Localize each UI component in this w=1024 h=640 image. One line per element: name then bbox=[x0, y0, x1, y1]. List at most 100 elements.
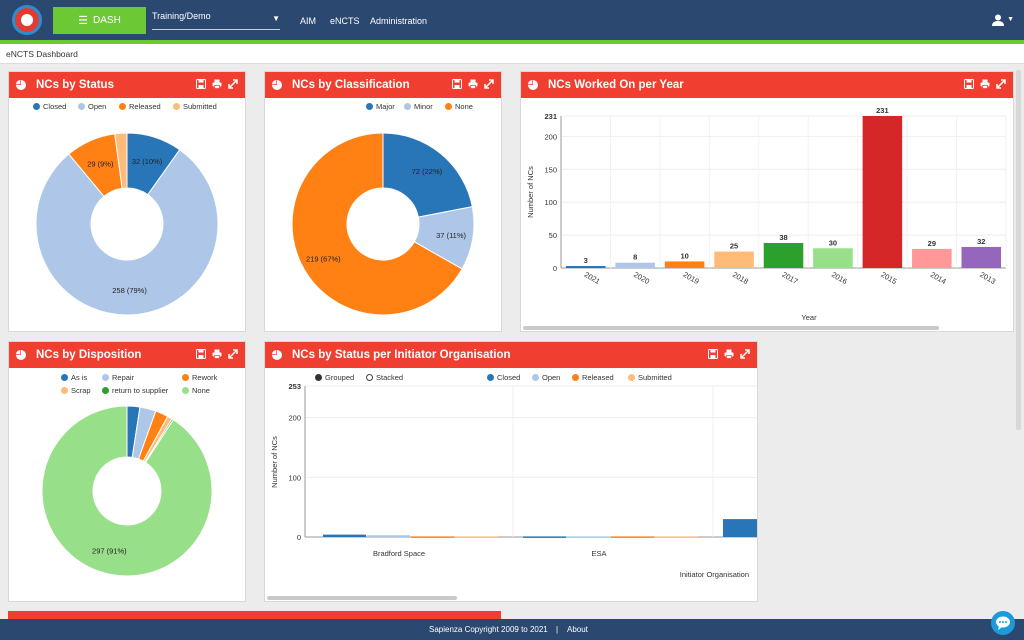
horizontal-scrollbar[interactable] bbox=[523, 326, 939, 330]
legend-item[interactable]: Closed bbox=[487, 373, 520, 382]
x-tick-label: 2020 bbox=[632, 270, 651, 286]
legend-label: Repair bbox=[112, 373, 135, 382]
y-tick-label: 200 bbox=[544, 132, 557, 141]
horizontal-scrollbar[interactable] bbox=[267, 596, 457, 600]
panel-title: NCs by Status bbox=[36, 79, 114, 91]
print-icon[interactable] bbox=[212, 349, 222, 359]
save-icon[interactable] bbox=[964, 79, 974, 89]
legend-swatch-icon bbox=[366, 103, 373, 110]
legend-item[interactable]: As is bbox=[61, 373, 87, 382]
x-tick-label: 2014 bbox=[929, 270, 948, 286]
legend-item[interactable]: Rework bbox=[182, 373, 217, 382]
expand-icon[interactable] bbox=[228, 79, 238, 89]
pie-chart-icon bbox=[528, 80, 538, 90]
save-icon[interactable] bbox=[452, 79, 462, 89]
legend-label: Open bbox=[88, 102, 107, 111]
y-tick-label: 0 bbox=[553, 264, 557, 273]
accent-stripe bbox=[0, 40, 1024, 44]
legend-item[interactable]: Open bbox=[532, 373, 560, 382]
classification-donut-chart: 72 (22%) 37 (11%) 219 (67%) bbox=[291, 132, 475, 316]
panel-title: NCs Worked On per Year bbox=[548, 79, 684, 91]
legend-label: Released bbox=[582, 373, 614, 382]
x-axis-title: Initiator Organisation bbox=[680, 570, 749, 579]
mode-grouped-radio[interactable]: Grouped bbox=[315, 373, 354, 382]
disposition-donut-chart: 297 (91%) bbox=[41, 405, 213, 577]
panel-nc-disposition: NCs by Disposition As is Repair Rework S… bbox=[8, 341, 246, 602]
donut-slice bbox=[291, 132, 463, 316]
legend-item[interactable]: Repair bbox=[102, 373, 134, 382]
bar bbox=[323, 534, 366, 537]
legend-item[interactable]: Open bbox=[78, 102, 106, 111]
workspace-select-value: Training/Demo bbox=[152, 11, 211, 21]
expand-icon[interactable] bbox=[996, 79, 1006, 89]
status-donut-chart: 32 (10%) 258 (79%) 29 (9%) bbox=[35, 132, 219, 316]
breadcrumb-bar: eNCTS Dashboard bbox=[0, 44, 1024, 64]
panel-nc-classification: NCs by Classification Major Minor None 7… bbox=[264, 71, 502, 332]
x-tick-label: 2019 bbox=[682, 270, 701, 286]
legend-item[interactable]: Released bbox=[572, 373, 614, 382]
legend-item[interactable]: Released bbox=[119, 102, 161, 111]
vertical-scrollbar[interactable] bbox=[1016, 70, 1021, 430]
expand-icon[interactable] bbox=[484, 79, 494, 89]
print-icon[interactable] bbox=[724, 349, 734, 359]
save-icon[interactable] bbox=[196, 349, 206, 359]
bar-value-label: 38 bbox=[779, 233, 787, 242]
print-icon[interactable] bbox=[468, 79, 478, 89]
expand-icon[interactable] bbox=[740, 349, 750, 359]
bar bbox=[611, 536, 654, 538]
legend-item[interactable]: Submitted bbox=[173, 102, 217, 111]
legend-item[interactable]: Submitted bbox=[628, 373, 672, 382]
legend-swatch-icon bbox=[173, 103, 180, 110]
legend-item[interactable]: Closed bbox=[33, 102, 66, 111]
slice-label: 297 (91%) bbox=[92, 546, 127, 555]
dash-button[interactable]: ☰ DASH bbox=[53, 7, 146, 34]
nav-administration[interactable]: Administration bbox=[370, 16, 428, 26]
bar bbox=[523, 536, 566, 538]
y-tick-label: 50 bbox=[549, 231, 557, 240]
bar bbox=[723, 519, 757, 537]
save-icon[interactable] bbox=[708, 349, 718, 359]
user-icon[interactable] bbox=[992, 14, 1004, 26]
panel-header: NCs by Disposition bbox=[9, 342, 245, 368]
bar-value-label: 8 bbox=[633, 253, 637, 262]
print-icon[interactable] bbox=[980, 79, 990, 89]
nav-encts[interactable]: eNCTS bbox=[330, 16, 360, 26]
slice-label: 72 (22%) bbox=[412, 167, 443, 176]
x-tick-label: ESA bbox=[591, 549, 606, 558]
app-logo[interactable] bbox=[12, 5, 42, 35]
legend-swatch-icon bbox=[182, 387, 189, 394]
legend-item[interactable]: None bbox=[182, 386, 210, 395]
bar-value-label: 25 bbox=[730, 242, 738, 251]
legend-label: Submitted bbox=[183, 102, 217, 111]
bar bbox=[961, 246, 1002, 268]
workspace-select[interactable]: Training/Demo ▼ bbox=[152, 11, 280, 30]
panel-title: NCs by Classification bbox=[292, 79, 410, 91]
chat-button[interactable] bbox=[991, 611, 1015, 635]
legend-label: Open bbox=[542, 373, 561, 382]
legend-item[interactable]: return to supplier bbox=[102, 386, 168, 395]
mode-stacked-radio[interactable]: Stacked bbox=[366, 373, 403, 382]
legend-item[interactable]: Major bbox=[366, 102, 395, 111]
donut-slice bbox=[41, 405, 213, 577]
save-icon[interactable] bbox=[196, 79, 206, 89]
donut-slice bbox=[382, 132, 473, 218]
y-tick-label: 200 bbox=[288, 414, 301, 423]
legend-item[interactable]: Scrap bbox=[61, 386, 91, 395]
expand-icon[interactable] bbox=[228, 349, 238, 359]
legend-swatch-icon bbox=[33, 103, 40, 110]
legend-label: Closed bbox=[497, 373, 521, 382]
print-icon[interactable] bbox=[212, 79, 222, 89]
legend-item[interactable]: None bbox=[445, 102, 473, 111]
user-menu-caret-icon[interactable]: ▼ bbox=[1007, 16, 1014, 23]
nav-aim[interactable]: AIM bbox=[300, 16, 317, 26]
legend-item[interactable]: Minor bbox=[404, 102, 433, 111]
footer-about-link[interactable]: About bbox=[567, 625, 588, 634]
legend-swatch-icon bbox=[532, 374, 539, 381]
y-tick-label: 100 bbox=[544, 198, 557, 207]
x-tick-label: 2015 bbox=[879, 270, 898, 286]
slice-label: 258 (79%) bbox=[112, 286, 147, 295]
top-navbar: ☰ DASH Training/Demo ▼ AIM eNCTS Adminis… bbox=[0, 0, 1024, 40]
caret-down-icon: ▼ bbox=[272, 14, 280, 23]
panel-header: NCs by Classification bbox=[265, 72, 501, 98]
chat-bubble-icon bbox=[996, 616, 1010, 630]
